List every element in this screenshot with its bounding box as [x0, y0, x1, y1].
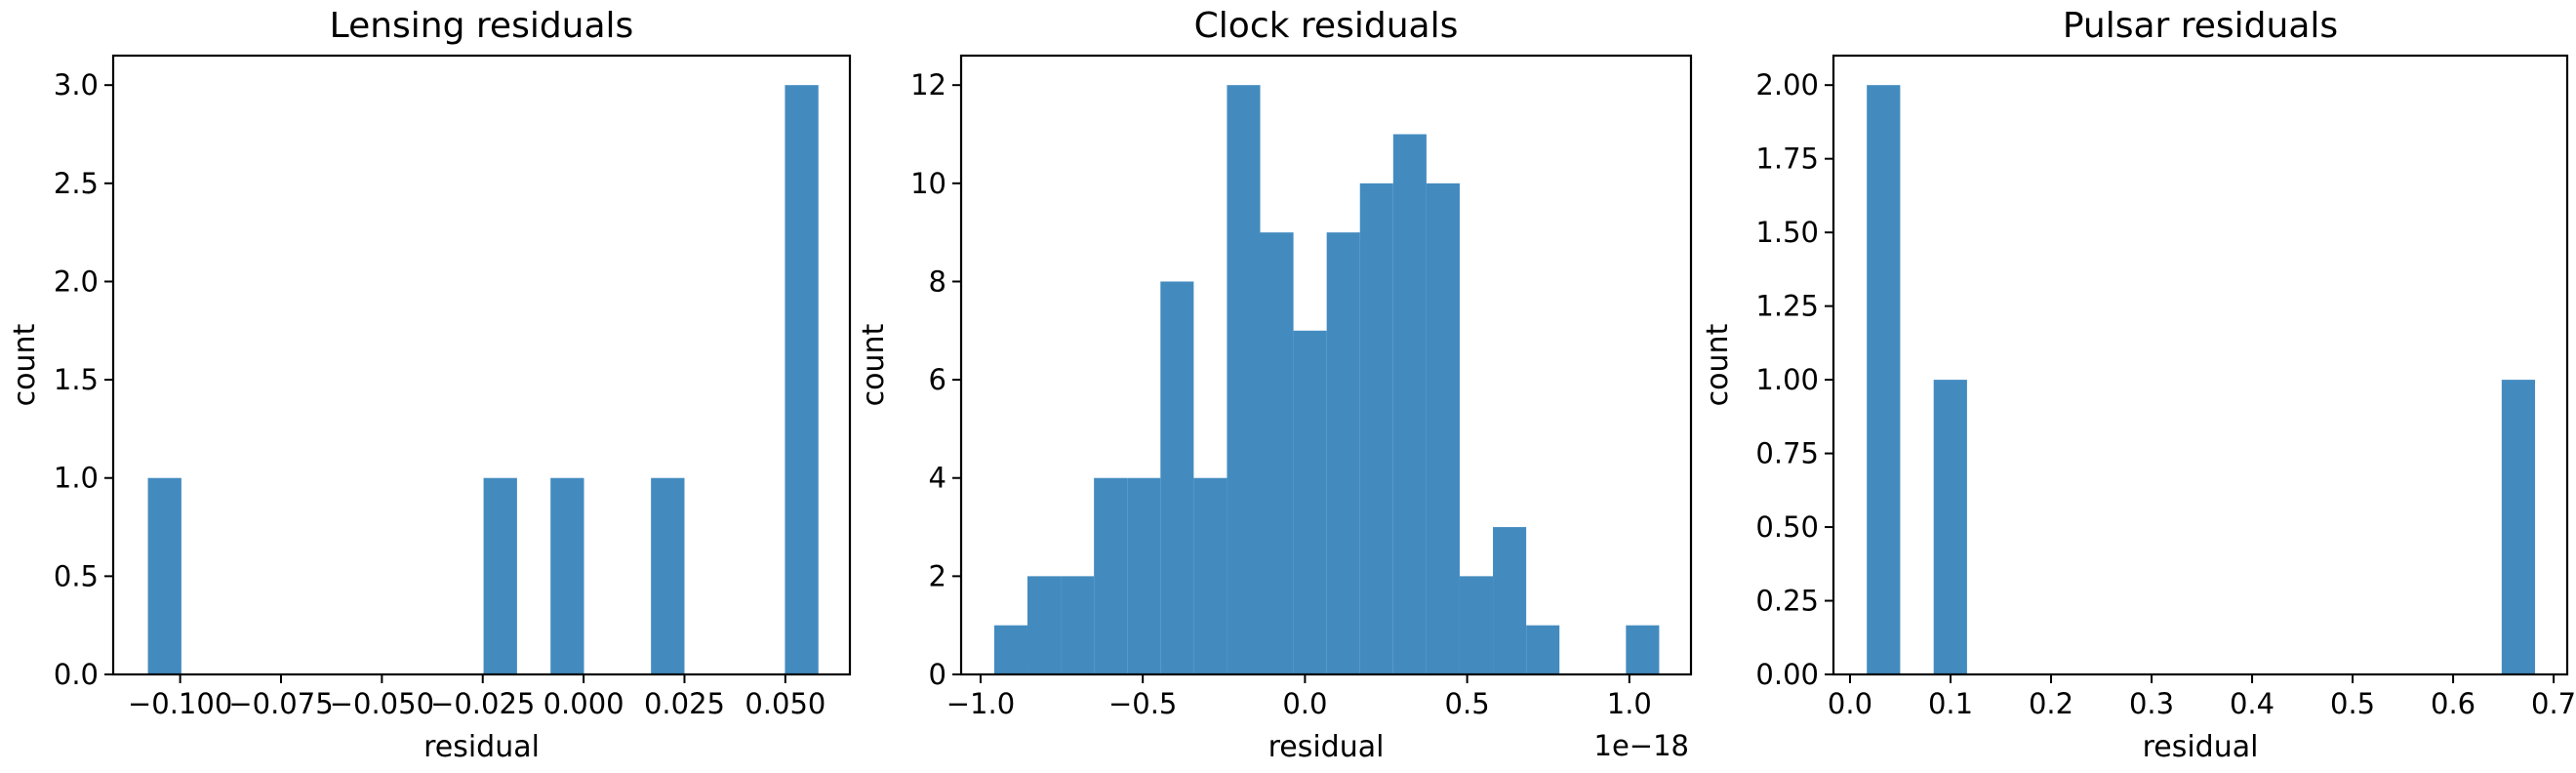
lensing-bar-2: [550, 477, 584, 674]
clock-bar-7: [1227, 85, 1261, 674]
lensing-ytick-label-4: 2.0: [54, 264, 99, 298]
lensing-ytick-label-6: 3.0: [54, 68, 99, 102]
lensing-yticks: 0.0 0.5 1.0 1.5 2.0 2.5 3.0: [54, 68, 113, 691]
lensing-xtick-label-4: 0.000: [543, 687, 624, 720]
clock-bar-2: [1061, 576, 1095, 674]
clock-bar-19: [1626, 625, 1660, 674]
lensing-ytick-label-0: 0.0: [54, 658, 99, 691]
pulsar-xticks: 0.0 0.1 0.2 0.3 0.4 0.5 0.6 0.7: [1828, 674, 2576, 720]
clock-xtick-label-0: −1.0: [946, 687, 1015, 720]
pulsar-bars: [1867, 85, 2536, 674]
pulsar-ytick-label-8: 2.00: [1755, 68, 1819, 102]
lensing-xlabel: residual: [423, 730, 540, 764]
lensing-ytick-label-5: 2.5: [54, 167, 99, 200]
pulsar-ytick-label-1: 0.25: [1755, 585, 1819, 618]
clock-ytick-label-2: 4: [929, 462, 946, 495]
clock-ytick-label-5: 10: [910, 167, 946, 200]
clock-ylabel: count: [857, 323, 891, 406]
clock-axes-frame: [959, 54, 1693, 676]
pulsar-ytick-label-3: 0.75: [1755, 437, 1819, 470]
pulsar-xtick-label-3: 0.3: [2129, 687, 2174, 720]
clock-ytick-label-6: 12: [910, 68, 946, 102]
lensing-axes-frame: [111, 54, 852, 676]
clock-xtick-label-3: 0.5: [1445, 687, 1490, 720]
clock-ytick-label-1: 2: [929, 559, 946, 592]
pulsar-ytick-label-0: 0.00: [1755, 658, 1819, 691]
clock-bar-14: [1459, 576, 1494, 674]
pulsar-ytick-label-4: 1.00: [1755, 363, 1819, 396]
lensing-xtick-label-6: 0.050: [745, 687, 825, 720]
clock-bar-1: [1026, 576, 1062, 674]
lensing-xtick-label-1: −0.075: [228, 687, 333, 720]
pulsar-xtick-label-1: 0.1: [1928, 687, 1973, 720]
pulsar-bar-1: [1933, 380, 1967, 674]
clock-bar-0: [993, 625, 1027, 674]
clock-bar-15: [1493, 527, 1527, 674]
clock-bar-13: [1426, 183, 1460, 674]
pulsar-bar-2: [2501, 380, 2536, 674]
pulsar-xtick-label-4: 0.4: [2230, 687, 2274, 720]
pulsar-xtick-label-6: 0.6: [2431, 687, 2475, 720]
lensing-bar-0: [147, 477, 181, 674]
panel-pulsar: Pulsar residuals 0.0 0.1 0.2 0.3 0.4 0.5 0.6 0.…: [1701, 6, 2576, 764]
lensing-title: Lensing residuals: [330, 6, 634, 46]
clock-ytick-label-3: 6: [929, 363, 946, 396]
clock-bar-9: [1293, 330, 1327, 674]
pulsar-ytick-label-2: 0.50: [1755, 510, 1819, 544]
clock-xtick-label-1: −0.5: [1108, 687, 1177, 720]
lensing-xticks: −0.100−0.075−0.050−0.025 0.000 0.025 0.050: [128, 674, 825, 720]
pulsar-ylabel: count: [1701, 323, 1735, 406]
clock-xticks: −1.0 −0.5 0.0 0.5 1.0: [946, 674, 1652, 720]
clock-bar-5: [1160, 281, 1194, 674]
clock-xlabel: residual: [1268, 730, 1385, 764]
lensing-ytick-label-2: 1.0: [54, 462, 99, 495]
lensing-bar-1: [483, 477, 517, 674]
clock-bar-6: [1193, 477, 1228, 674]
clock-offset-text: 1e−18: [1594, 729, 1690, 762]
lensing-xtick-label-2: −0.050: [330, 687, 434, 720]
pulsar-title: Pulsar residuals: [2063, 6, 2338, 46]
lensing-xtick-label-0: −0.100: [128, 687, 232, 720]
pulsar-ytick-label-7: 1.75: [1755, 142, 1819, 176]
pulsar-axes-frame: [1831, 54, 2569, 676]
panel-lensing: Lensing residuals −0.100−0.075−0.050−0.0…: [8, 6, 852, 764]
pulsar-ytick-label-6: 1.50: [1755, 216, 1819, 249]
lensing-bar-3: [651, 477, 685, 674]
pulsar-xtick-label-0: 0.0: [1828, 687, 1872, 720]
clock-title: Clock residuals: [1194, 6, 1459, 46]
lensing-ytick-label-3: 1.5: [54, 363, 99, 396]
clock-yticks: 0 2 4 6 8 10 12: [910, 68, 961, 691]
clock-xtick-label-2: 0.0: [1282, 687, 1327, 720]
pulsar-xtick-label-2: 0.2: [2029, 687, 2073, 720]
pulsar-yticks: 0.00 0.25 0.50 0.75 1.00 1.25 1.50 1.75 2.00: [1755, 68, 1833, 691]
pulsar-xtick-label-7: 0.7: [2531, 687, 2576, 720]
clock-xtick-label-4: 1.0: [1607, 687, 1652, 720]
lensing-xtick-label-3: −0.025: [430, 687, 535, 720]
clock-bar-12: [1392, 134, 1427, 674]
clock-ytick-label-4: 8: [929, 264, 946, 298]
pulsar-ytick-label-5: 1.25: [1755, 290, 1819, 323]
clock-bar-4: [1127, 477, 1161, 674]
lensing-ylabel: count: [8, 323, 42, 406]
clock-bar-16: [1526, 625, 1560, 674]
pulsar-bar-0: [1867, 85, 1901, 674]
clock-bar-3: [1094, 477, 1128, 674]
clock-bar-11: [1359, 183, 1393, 674]
lensing-bar-4: [785, 85, 819, 674]
pulsar-xlabel: residual: [2143, 730, 2259, 764]
lensing-ytick-label-1: 0.5: [54, 559, 99, 592]
lensing-xtick-label-5: 0.025: [644, 687, 725, 720]
pulsar-xtick-label-5: 0.5: [2330, 687, 2375, 720]
clock-bar-10: [1326, 232, 1360, 674]
clock-bar-8: [1260, 232, 1294, 674]
lensing-bars: [147, 85, 819, 674]
clock-bars: [993, 85, 1660, 674]
panel-clock: Clock residuals −1.0 −0.5 0.0 0.5 1.0 0 2 4 6 8 1…: [857, 6, 1693, 764]
clock-ytick-label-0: 0: [929, 658, 946, 691]
